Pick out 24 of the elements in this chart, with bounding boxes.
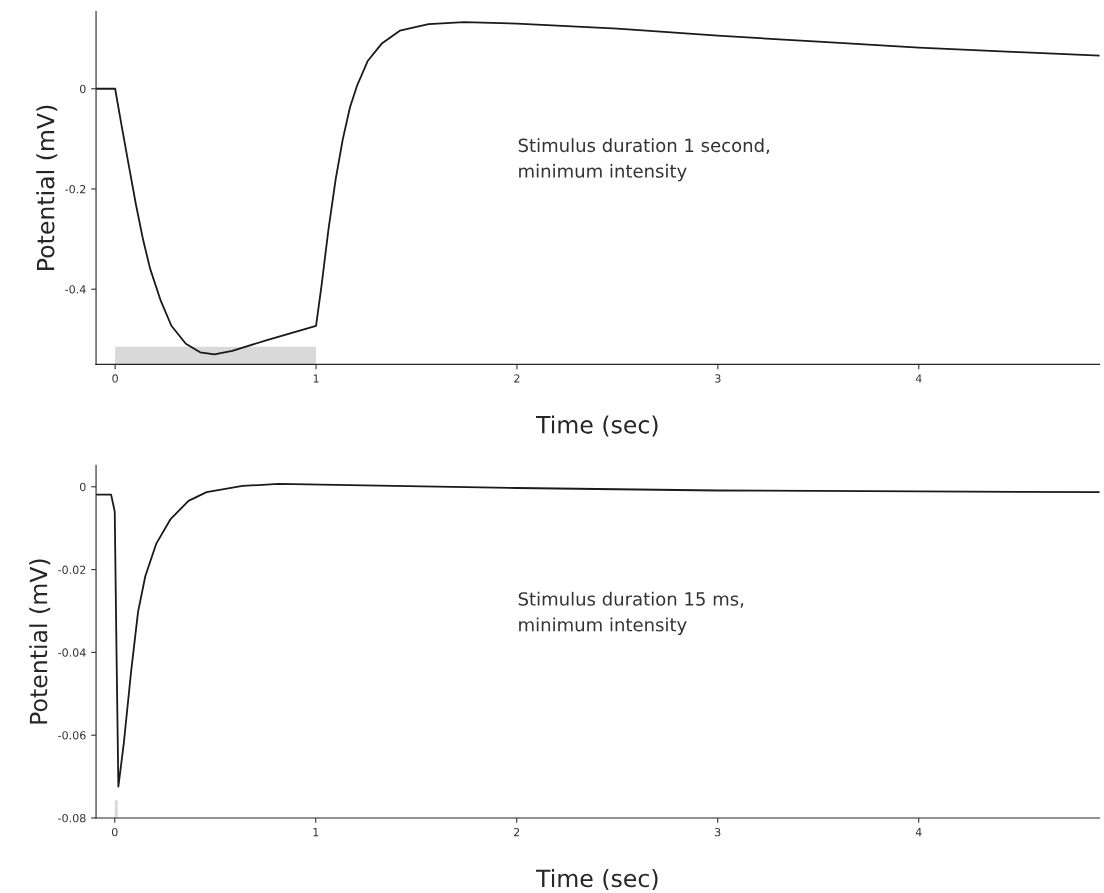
- y-tick-label: -0.2: [65, 184, 86, 194]
- x-tick-label: 0: [112, 374, 118, 383]
- y-tick-label: -0.04: [58, 648, 86, 657]
- x-tick-label: 2: [514, 827, 520, 837]
- annotation: Stimulus duration 1 second, minimum intensity: [518, 138, 770, 182]
- x-tick-label: 1: [313, 828, 319, 837]
- x-tick-label: 0: [111, 827, 118, 837]
- y-tick-label: -0.08: [58, 813, 86, 823]
- y-tick-label: -0.02: [58, 565, 86, 574]
- x-tick-label: 3: [715, 827, 721, 837]
- x-axis-title: Time (sec): [535, 869, 658, 891]
- x-tick-label: 2: [514, 374, 520, 383]
- y-axis-title: Potential (mV): [36, 105, 58, 270]
- y-axis-title: Potential (mV): [29, 559, 51, 724]
- y-tick-label: 0: [79, 482, 86, 492]
- annotation: Stimulus duration 15 ms, minimum intensity: [518, 591, 744, 635]
- x-axis-title: Time (sec): [535, 415, 658, 437]
- x-tick-label: 1: [313, 374, 319, 383]
- y-tick-label: -0.06: [58, 731, 86, 740]
- x-tick-label: 4: [915, 374, 922, 383]
- y-tick-label: 0: [79, 84, 86, 94]
- x-tick-label: 3: [715, 374, 721, 383]
- x-tick-label: 4: [915, 828, 922, 837]
- y-tick-label: -0.4: [65, 285, 86, 294]
